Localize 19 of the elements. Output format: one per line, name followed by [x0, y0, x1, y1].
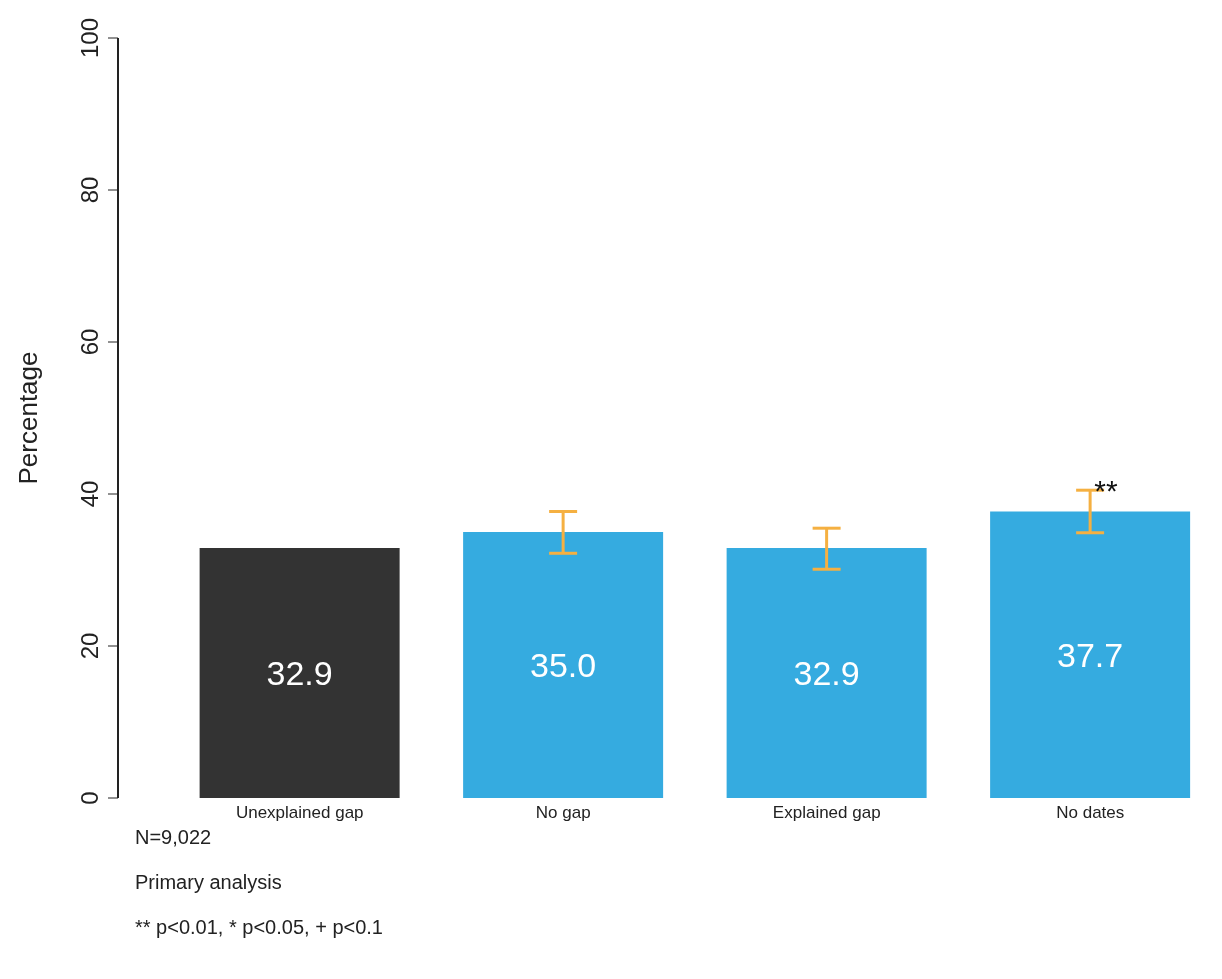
data-label: 35.0: [530, 646, 597, 685]
data-label: 32.9: [266, 654, 333, 693]
y-tick-label: 40: [76, 480, 103, 508]
x-tick-label: Unexplained gap: [235, 803, 364, 823]
y-tick-label: 100: [76, 17, 103, 59]
text: Primary analysis: [135, 871, 283, 894]
x-tick-label: No dates: [1056, 803, 1125, 823]
y-tick-label: 20: [76, 632, 103, 660]
y-tick-label: 60: [76, 328, 103, 356]
text: ** p<0.01, * p<0.05, + p<0.1: [135, 916, 384, 939]
data-label: 37.7: [1057, 635, 1124, 674]
x-tick-label: No gap: [535, 803, 591, 823]
annotation: **: [1094, 473, 1118, 507]
data-label: 32.9: [793, 654, 860, 693]
y-tick-label: 0: [76, 791, 103, 805]
text: N=9,022: [135, 826, 213, 849]
y-tick-label: 80: [76, 176, 103, 204]
x-tick-label: Explained gap: [772, 803, 881, 823]
y-axis-title: Percentage: [13, 351, 44, 485]
